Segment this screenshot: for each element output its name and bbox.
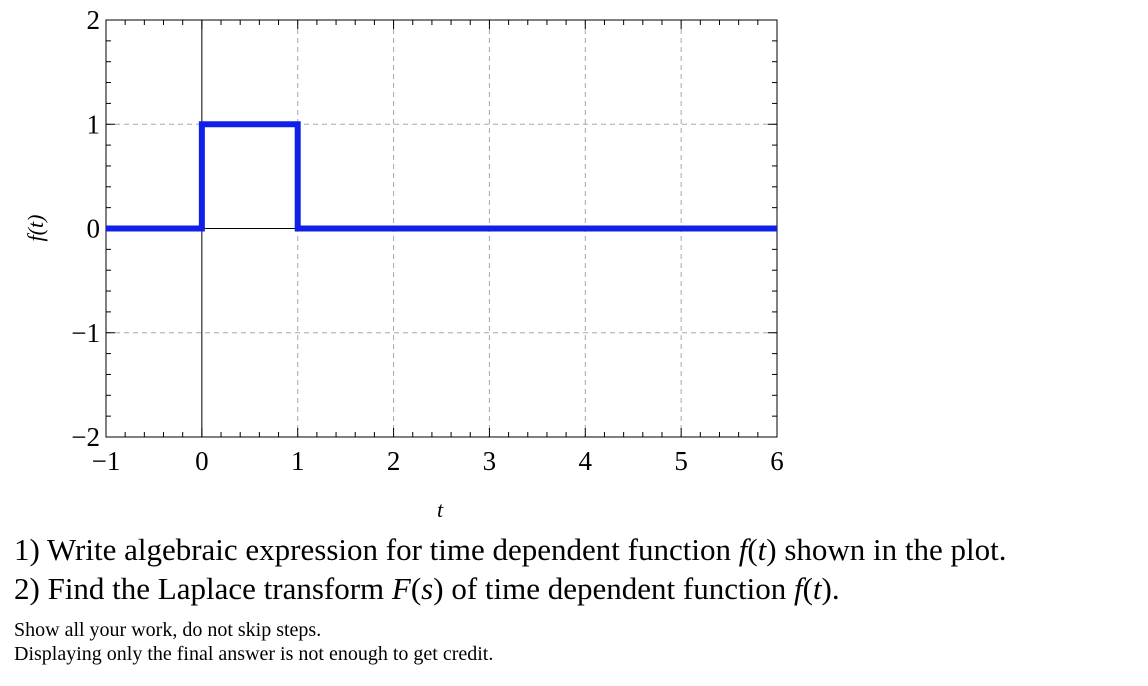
question-2-paren-close: ): [433, 571, 444, 606]
question-2-prefix: 2) Find the Laplace transform: [14, 571, 392, 606]
question-1: 1) Write algebraic expression for time d…: [14, 530, 1144, 569]
question-2: 2) Find the Laplace transform F(s) of ti…: [14, 569, 1144, 608]
x-tick-labels: −1 0 1 2 3 4 5 6: [92, 446, 784, 476]
x-tick-label: 2: [387, 446, 401, 476]
question-2-var: t: [812, 571, 822, 606]
question-1-paren-close: ): [766, 532, 777, 567]
y-tick-label: −1: [71, 318, 100, 348]
question-2-middle: of time dependent function: [443, 571, 794, 606]
y-tick-labels: −2 −1 0 1 2: [71, 5, 100, 452]
question-2-paren-open: (: [410, 571, 422, 606]
y-tick-label: 2: [87, 5, 101, 35]
series-layer: [106, 121, 777, 232]
note-show-work: Show all your work, do not skip steps.: [14, 619, 322, 641]
y-tick-label: 1: [87, 109, 101, 139]
question-1-prefix: 1) Write algebraic expression for time d…: [14, 532, 739, 567]
y-tick-label: 0: [87, 214, 101, 244]
x-tick-label: −1: [92, 446, 121, 476]
y-axis-label: f(t): [23, 215, 48, 242]
question-1-var: t: [757, 532, 767, 567]
question-2-suffix: ).: [821, 571, 840, 606]
question-1-suffix: shown in the plot.: [776, 532, 1007, 567]
question-2-paren-open-2: (: [802, 571, 813, 606]
x-tick-label: 6: [770, 446, 784, 476]
series-line: [106, 121, 777, 232]
x-tick-label: 1: [291, 446, 305, 476]
x-axis-label: t: [437, 497, 444, 522]
x-tick-label: 5: [674, 446, 688, 476]
question-2-s: s: [421, 571, 434, 606]
question-1-paren-open: (: [747, 532, 758, 567]
y-tick-label: −2: [71, 422, 100, 452]
question-2-fn: f: [793, 571, 803, 606]
question-1-fn: f: [738, 532, 748, 567]
note-final-answer: Displaying only the final answer is not …: [14, 643, 494, 665]
x-tick-label: 3: [483, 446, 497, 476]
instructions: 1) Write algebraic expression for time d…: [14, 530, 1144, 666]
x-tick-label: 0: [195, 446, 209, 476]
question-2-F: F: [391, 571, 411, 606]
x-tick-label: 4: [579, 446, 593, 476]
tick-marks: [105, 19, 778, 438]
